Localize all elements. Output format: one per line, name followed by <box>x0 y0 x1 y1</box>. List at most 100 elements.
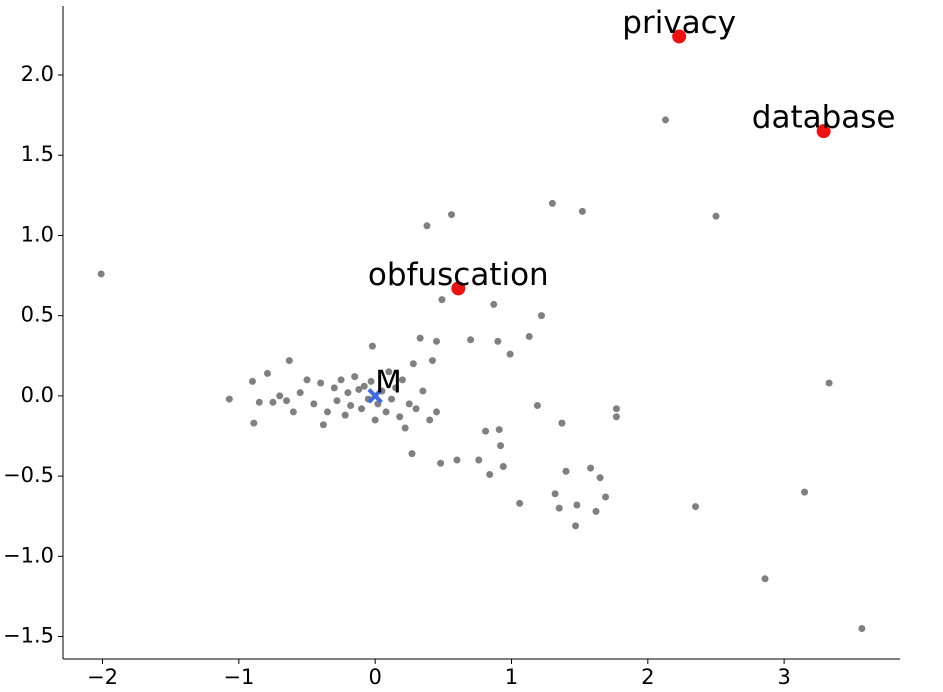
point <box>482 427 490 435</box>
point <box>401 424 409 432</box>
point <box>310 400 318 408</box>
point <box>448 211 456 219</box>
point <box>490 300 498 308</box>
point <box>587 464 595 472</box>
x-tick-label: 1 <box>505 665 518 689</box>
point <box>602 493 610 501</box>
point <box>250 419 258 427</box>
point <box>596 474 604 482</box>
point <box>419 387 427 395</box>
point <box>692 503 700 511</box>
point <box>433 408 441 416</box>
point <box>816 124 831 139</box>
point <box>351 373 359 381</box>
y-tick-label: 2.0 <box>21 62 54 86</box>
x-tick-label: 2 <box>641 665 654 689</box>
point <box>392 384 400 392</box>
point <box>341 411 349 419</box>
point <box>612 405 620 413</box>
point <box>337 376 345 384</box>
point <box>428 357 436 365</box>
point <box>303 376 311 384</box>
point <box>296 389 304 397</box>
point <box>558 419 566 427</box>
point <box>453 456 461 464</box>
point <box>367 377 375 385</box>
point <box>412 405 420 413</box>
point <box>555 504 563 512</box>
x-tick-label: 0 <box>368 665 381 689</box>
y-tick-label: 0.5 <box>21 303 54 327</box>
point <box>358 405 366 413</box>
point <box>562 467 570 475</box>
point <box>592 507 600 515</box>
point-label: M <box>375 364 402 400</box>
point <box>662 116 670 124</box>
point <box>385 368 393 376</box>
point <box>437 459 445 467</box>
point <box>367 388 383 404</box>
point <box>405 400 413 408</box>
x-tick-label: −2 <box>87 665 118 689</box>
point <box>451 281 466 296</box>
point <box>825 379 833 387</box>
point <box>398 376 406 384</box>
point <box>371 416 379 424</box>
x-tick-label: −1 <box>223 665 254 689</box>
y-tick-label: −0.5 <box>3 463 54 487</box>
point <box>761 575 769 583</box>
x-tick-label: 3 <box>777 665 790 689</box>
point <box>516 499 524 507</box>
point-label: database <box>752 100 896 136</box>
point <box>317 379 325 387</box>
point <box>423 222 431 230</box>
point <box>506 350 514 358</box>
point <box>467 336 475 344</box>
point <box>486 470 494 478</box>
point <box>283 397 291 405</box>
y-tick-label: −1.5 <box>3 624 54 648</box>
point <box>858 625 866 633</box>
point <box>360 382 368 390</box>
point <box>499 462 507 470</box>
point <box>672 29 687 44</box>
point <box>269 398 277 406</box>
point <box>289 408 297 416</box>
point <box>533 402 541 410</box>
point <box>285 357 293 365</box>
point <box>97 270 105 278</box>
point <box>548 199 556 207</box>
point <box>323 408 331 416</box>
y-tick-label: 1.0 <box>21 222 54 246</box>
point <box>388 395 396 403</box>
point <box>612 413 620 421</box>
point <box>578 207 586 215</box>
point <box>409 360 417 368</box>
point <box>368 342 376 350</box>
point-label: obfuscation <box>368 257 549 293</box>
point <box>712 212 720 220</box>
y-tick-label: 1.5 <box>21 142 54 166</box>
point <box>495 426 503 434</box>
point <box>551 490 559 498</box>
point <box>344 389 352 397</box>
point <box>276 392 284 400</box>
point <box>573 501 581 509</box>
point <box>382 408 390 416</box>
point <box>416 334 424 342</box>
point <box>408 450 416 458</box>
point <box>248 377 256 385</box>
point <box>572 522 580 530</box>
y-tick-label: −1.0 <box>3 543 54 567</box>
point <box>255 398 263 406</box>
point <box>225 395 233 403</box>
point <box>475 456 483 464</box>
point <box>438 296 446 304</box>
point <box>319 421 327 429</box>
point <box>426 416 434 424</box>
point <box>263 369 271 377</box>
point <box>525 333 533 341</box>
y-tick-label: 0.0 <box>21 383 54 407</box>
